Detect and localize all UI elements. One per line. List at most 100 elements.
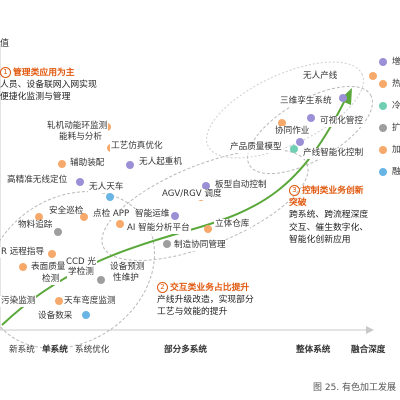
figure-caption: 图 25. 有色加工发展 [313, 383, 397, 393]
callout-line: 跨系统、跨流程深度 [289, 210, 369, 221]
app-label: 点检 APP [92, 209, 131, 220]
x-tick: 新系统 [9, 345, 35, 355]
app-label: 设备预测 [109, 262, 146, 273]
legend-label: 热 [392, 79, 400, 89]
app-dot [55, 297, 63, 305]
app-dot [97, 276, 105, 284]
legend-label: 冷 [392, 101, 400, 111]
app-label: 天车弯度监测 [63, 296, 117, 307]
app-dot [82, 311, 90, 319]
legend-dot [379, 124, 387, 132]
app-label: 三维孪生系统 [279, 96, 333, 107]
app-label: 产线智能化控制 [302, 148, 365, 159]
app-label: 协同作业 [274, 126, 311, 137]
app-dot [296, 138, 304, 146]
callout-line: 交互、催生数字化、 [289, 222, 369, 233]
app-dot [307, 114, 315, 122]
app-label: 可视化管控 [319, 116, 364, 127]
y-axis-label: 值 [0, 39, 10, 49]
app-dot [278, 119, 286, 127]
legend-item: 热 [376, 78, 400, 90]
callout-line: 人员、设备联网入网实现 [0, 80, 97, 91]
app-label: AGV/RGV 调度 [161, 189, 223, 200]
app-label: 能耗与分析 [58, 132, 103, 143]
app-label: 高精准无线定位 [6, 175, 69, 186]
app-dot [116, 220, 124, 228]
app-dot [290, 145, 298, 153]
app-dot [369, 72, 377, 80]
legend: 增 热 冷 扩 加 融 [376, 0, 400, 177]
app-label: 设备数采 [37, 311, 74, 322]
callout-line: 智能化创新应用 [289, 234, 351, 245]
legend-label: 加 [392, 145, 400, 155]
x-tick: 部分多系统 [164, 345, 207, 355]
app-dot [339, 94, 347, 102]
app-dot [19, 263, 27, 271]
callout-line: 工艺与效能的提升 [157, 307, 228, 318]
app-dot [54, 228, 62, 236]
app-label: 产品质量模型 [229, 142, 283, 153]
x-tick: 系统优化 [75, 345, 110, 355]
app-label: 立体仓库 [214, 219, 251, 230]
app-label: 智能运维 [134, 209, 171, 220]
app-dot [204, 225, 212, 233]
app-label: 板型自动控制 [214, 180, 268, 191]
callout-heading-cont: 突破 [289, 198, 307, 209]
callout-control: 3 控制类业务创新 突破 跨系统、跨流程深度 交互、催生数字化、 智能化创新应用 [289, 185, 368, 246]
app-label: AI 智能分析平台 [126, 223, 191, 234]
app-label: 无人产线 [302, 71, 339, 82]
app-label: 轧机动能环监测 [46, 121, 109, 132]
app-dot [163, 240, 171, 248]
app-label: CCD 光 [65, 257, 97, 268]
app-label: 安全巡检 [48, 206, 85, 217]
app-dot [202, 182, 210, 190]
app-dot [58, 160, 66, 168]
app-label: 制造协同管理 [173, 240, 227, 251]
app-dot [106, 193, 114, 201]
legend-label: 扩 [392, 123, 400, 133]
callout-management: 1 管理类应用为主 人员、设备联网入网实现 便捷化监测与管理 [0, 67, 97, 104]
callout-heading: 交互类业务占比提升 [170, 283, 250, 293]
callout-number: 1 [0, 67, 11, 78]
legend-item: 增 [376, 56, 400, 68]
app-dot [35, 213, 43, 221]
app-dot [80, 213, 88, 221]
legend-item: 扩 [376, 122, 400, 134]
callout-heading: 控制类业务创新 [302, 186, 364, 196]
x-tick: 单系统 [42, 345, 68, 355]
app-label: 学检测 [67, 267, 95, 278]
legend-item: 融 [376, 166, 400, 178]
legend-dot [379, 146, 387, 154]
app-label: 性维护 [112, 273, 140, 284]
region-top-ellipse [206, 61, 364, 159]
app-dot [76, 178, 84, 186]
app-label: 检测 [41, 274, 61, 285]
legend-dot [379, 168, 387, 176]
callout-number: 2 [157, 282, 168, 293]
x-axis-arrow [366, 326, 374, 334]
legend-label: 融 [392, 167, 400, 177]
x-tick: 整体系统 [296, 345, 331, 355]
app-label: R 远程指导 [0, 247, 46, 258]
app-label: 污染监测 [0, 296, 37, 307]
app-label: 物料追踪 [17, 220, 54, 231]
callout-interaction: 2 交互类业务占比提升 产线升级改造，实现部分 工艺与效能的提升 [157, 282, 254, 319]
app-dot [48, 250, 56, 258]
legend-dot [379, 80, 387, 88]
app-label: 工艺仿真优化 [110, 141, 164, 152]
region-2-ellipse [101, 149, 309, 261]
legend-item: 加 [376, 144, 400, 156]
callout-line: 产线升级改造，实现部分 [157, 295, 254, 306]
app-label: 辅助装配 [69, 158, 106, 169]
legend-dot [379, 58, 387, 66]
app-label: 无人起重机 [138, 157, 183, 168]
legend-item: 冷 [376, 100, 400, 112]
callout-heading: 管理类应用为主 [13, 68, 75, 78]
legend-dot [379, 102, 387, 110]
app-dot [126, 161, 134, 169]
callout-line: 便捷化监测与管理 [0, 92, 71, 103]
app-dot [171, 212, 179, 220]
callout-number: 3 [289, 185, 300, 196]
x-tick: 融合深度 [351, 345, 386, 355]
app-label: 表面质量 [30, 262, 67, 273]
